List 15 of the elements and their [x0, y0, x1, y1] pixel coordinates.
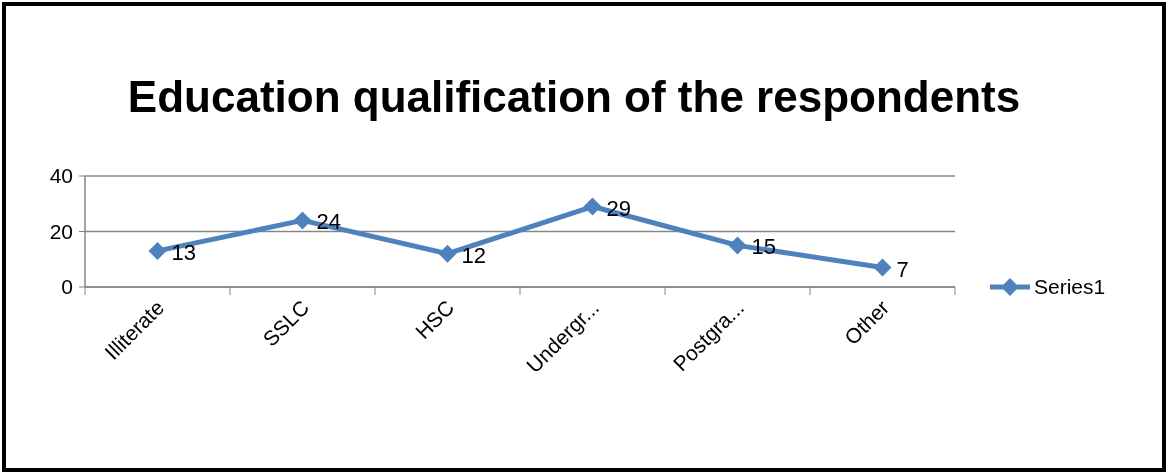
point — [728, 236, 747, 255]
data-label: 13 — [171, 239, 196, 265]
data-label: 12 — [461, 242, 486, 268]
point — [873, 258, 892, 277]
legend-label: Series1 — [1034, 275, 1106, 298]
y-tick-label: 0 — [61, 275, 73, 298]
point — [293, 211, 312, 230]
point — [438, 244, 457, 263]
data-label: 15 — [751, 234, 776, 260]
chart-title: Education qualification of the respondents — [127, 72, 1021, 121]
data-label: 7 — [896, 256, 909, 282]
y-tick-label: 40 — [49, 164, 73, 187]
y-tick-label: 20 — [49, 219, 73, 243]
point — [583, 197, 602, 216]
point — [148, 241, 167, 260]
